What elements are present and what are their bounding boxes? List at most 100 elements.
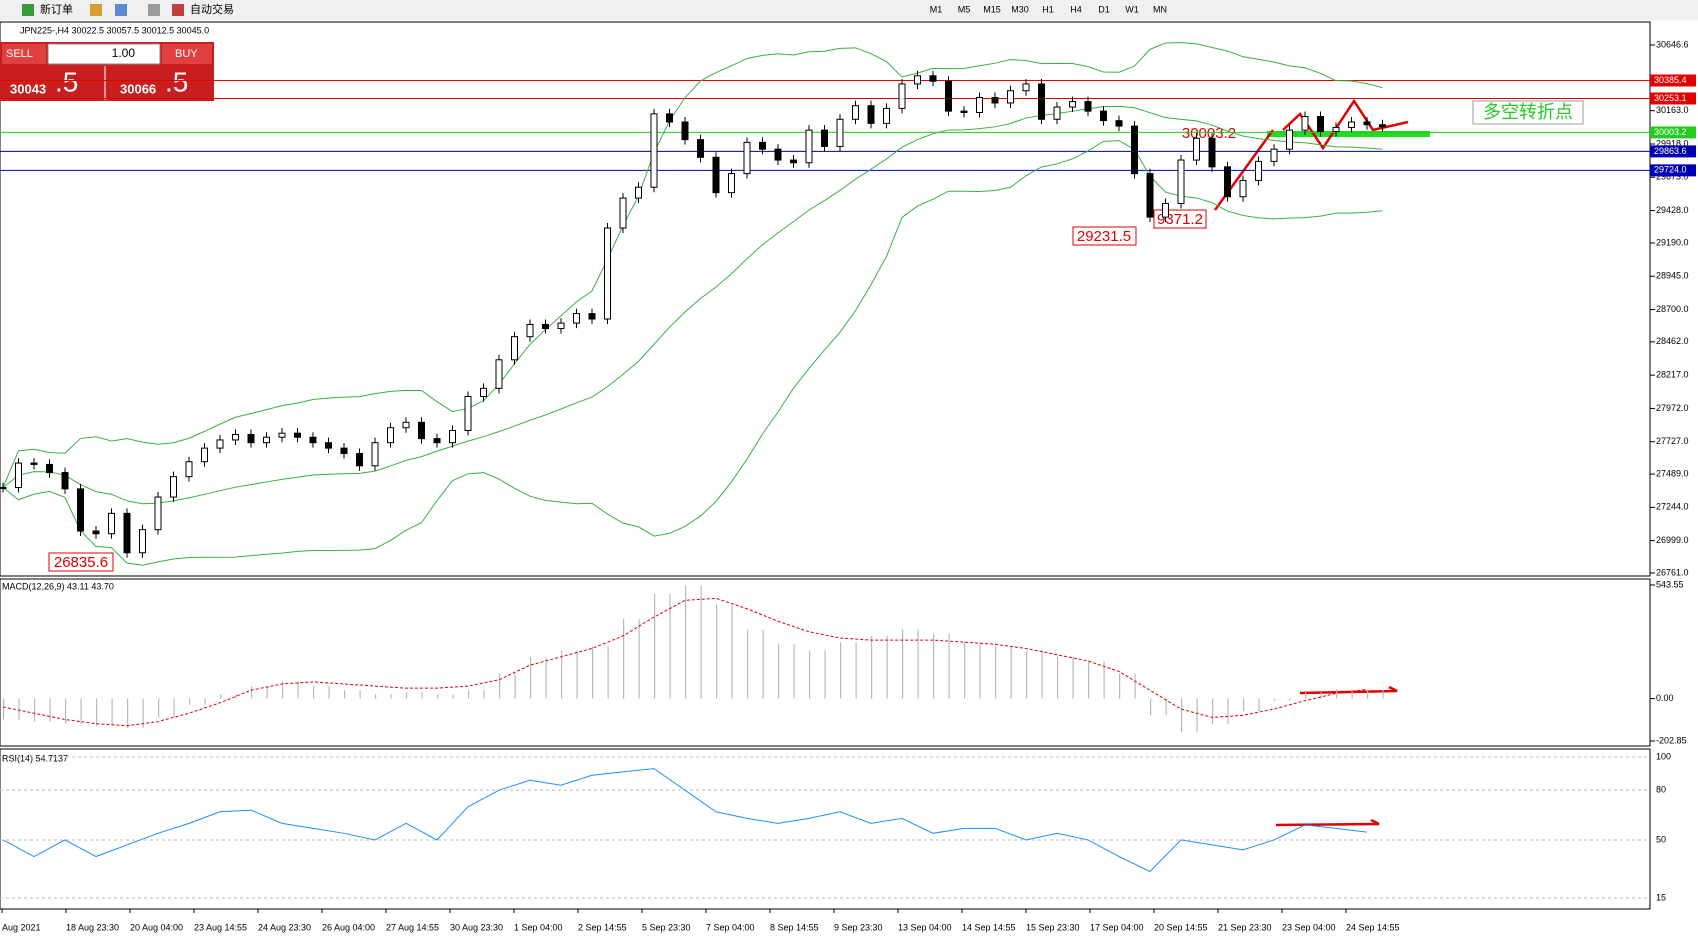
macd-bar xyxy=(1243,698,1245,712)
auto-trading-button[interactable]: 自动交易 xyxy=(190,2,234,16)
macd-bar xyxy=(1088,660,1090,699)
macd-bar xyxy=(638,619,640,699)
macd-bar xyxy=(933,633,935,699)
macd-signal xyxy=(2,597,1368,727)
candle xyxy=(433,438,441,444)
timeframe-button[interactable]: H4 xyxy=(1070,4,1082,14)
timeframe-button[interactable]: M30 xyxy=(1011,4,1029,14)
candle xyxy=(1115,120,1123,127)
candle xyxy=(697,139,704,158)
x-tick-label: 14 Sep 14:55 xyxy=(962,922,1016,932)
candle xyxy=(92,530,100,535)
macd-bar xyxy=(220,694,222,699)
sell-price-fraction[interactable]: .5 xyxy=(55,66,78,97)
buy-price[interactable]: 30066 xyxy=(120,81,156,96)
candle xyxy=(821,129,828,147)
candle xyxy=(263,436,270,444)
macd-bar xyxy=(824,650,826,699)
macd-bar xyxy=(561,650,563,699)
candle xyxy=(883,107,890,124)
macd-bar xyxy=(282,681,284,699)
candle xyxy=(728,173,735,194)
candle xyxy=(619,197,627,229)
x-tick-label: 18 Aug 23:30 xyxy=(66,922,119,932)
candle xyxy=(836,118,844,147)
new-order-button[interactable]: 新订单 xyxy=(40,2,73,16)
drawn-zigzag xyxy=(1282,98,1409,151)
timeframe-button[interactable]: H1 xyxy=(1042,4,1054,14)
level-label: 30385.4 xyxy=(1654,75,1687,85)
candle xyxy=(1224,166,1231,198)
macd-bar xyxy=(685,585,687,699)
timeframe-button[interactable]: D1 xyxy=(1098,4,1110,14)
macd-bar xyxy=(1181,698,1183,733)
macd-bar xyxy=(359,690,361,699)
macd-bar xyxy=(1072,656,1074,699)
x-tick-label: 23 Aug 14:55 xyxy=(194,922,247,932)
macd-bar xyxy=(1227,698,1229,724)
macd-bar xyxy=(235,694,237,699)
sell-label[interactable]: SELL xyxy=(6,48,33,60)
candle xyxy=(1022,83,1030,92)
y-tick-label: 29428.0 xyxy=(1656,205,1689,215)
y-tick-label: 26761.0 xyxy=(1656,567,1689,577)
macd-bar xyxy=(142,698,144,728)
candle xyxy=(371,442,379,467)
macd-label: MACD(12,26,9) 43.11 43.70 xyxy=(2,581,114,591)
candle xyxy=(635,186,642,199)
tool-icon[interactable] xyxy=(90,4,102,16)
candle xyxy=(247,434,255,444)
macd-bar xyxy=(731,604,733,699)
sell-price[interactable]: 30043 xyxy=(10,81,46,96)
macd-bar xyxy=(49,698,51,722)
candle xyxy=(743,141,751,175)
x-tick-label: 13 Sep 04:00 xyxy=(898,922,952,932)
candle xyxy=(170,476,177,498)
macd-bar xyxy=(1103,660,1105,699)
buy-label[interactable]: BUY xyxy=(175,48,198,60)
x-tick-label: 20 Aug 04:00 xyxy=(130,922,183,932)
timeframe-button[interactable]: W1 xyxy=(1125,4,1139,14)
y-tick-label: 0.00 xyxy=(1656,693,1674,703)
drawn-support-bar xyxy=(1267,131,1430,137)
candle xyxy=(1363,121,1371,126)
y-tick-label: 29918.0 xyxy=(1656,138,1689,148)
buy-button[interactable] xyxy=(162,44,212,64)
candle xyxy=(1084,101,1092,112)
macd-bar xyxy=(80,698,82,724)
volume-input[interactable] xyxy=(47,43,161,65)
macd-bar xyxy=(917,629,919,699)
buy-price-fraction[interactable]: .5 xyxy=(165,66,188,97)
x-tick-label: 5 Sep 23:30 xyxy=(642,922,691,932)
macd-bar xyxy=(1258,698,1260,712)
tool-icon[interactable] xyxy=(115,4,127,16)
candle xyxy=(108,512,115,535)
macd-arrow xyxy=(1299,685,1398,695)
y-tick-label: 27727.0 xyxy=(1656,436,1689,446)
sell-button[interactable] xyxy=(2,44,46,64)
macd-bar xyxy=(747,629,749,699)
auto-trading-icon[interactable] xyxy=(172,4,184,16)
candle xyxy=(294,432,301,438)
timeframe-button[interactable]: MN xyxy=(1153,4,1167,14)
candle xyxy=(185,461,193,478)
macd-bar xyxy=(855,642,857,699)
timeframe-button[interactable]: M5 xyxy=(958,4,971,14)
candle xyxy=(449,429,456,444)
timeframe-button[interactable]: M1 xyxy=(930,4,943,14)
y-tick-label: 27244.0 xyxy=(1656,502,1689,512)
macd-bar xyxy=(809,650,811,699)
new-order-icon[interactable] xyxy=(22,4,34,16)
candle xyxy=(356,453,363,467)
tool-icon[interactable] xyxy=(148,4,160,16)
x-tick-label: 23 Sep 04:00 xyxy=(1282,922,1336,932)
macd-bar xyxy=(3,698,5,720)
volume-value[interactable]: 1.00 xyxy=(112,46,136,60)
macd-bar xyxy=(127,698,129,728)
macd-bar xyxy=(1320,692,1322,699)
timeframe-button[interactable]: M15 xyxy=(983,4,1001,14)
candle xyxy=(588,313,596,320)
candle xyxy=(123,512,131,554)
rsi-line xyxy=(2,768,1368,873)
macd-bar xyxy=(1196,698,1198,733)
